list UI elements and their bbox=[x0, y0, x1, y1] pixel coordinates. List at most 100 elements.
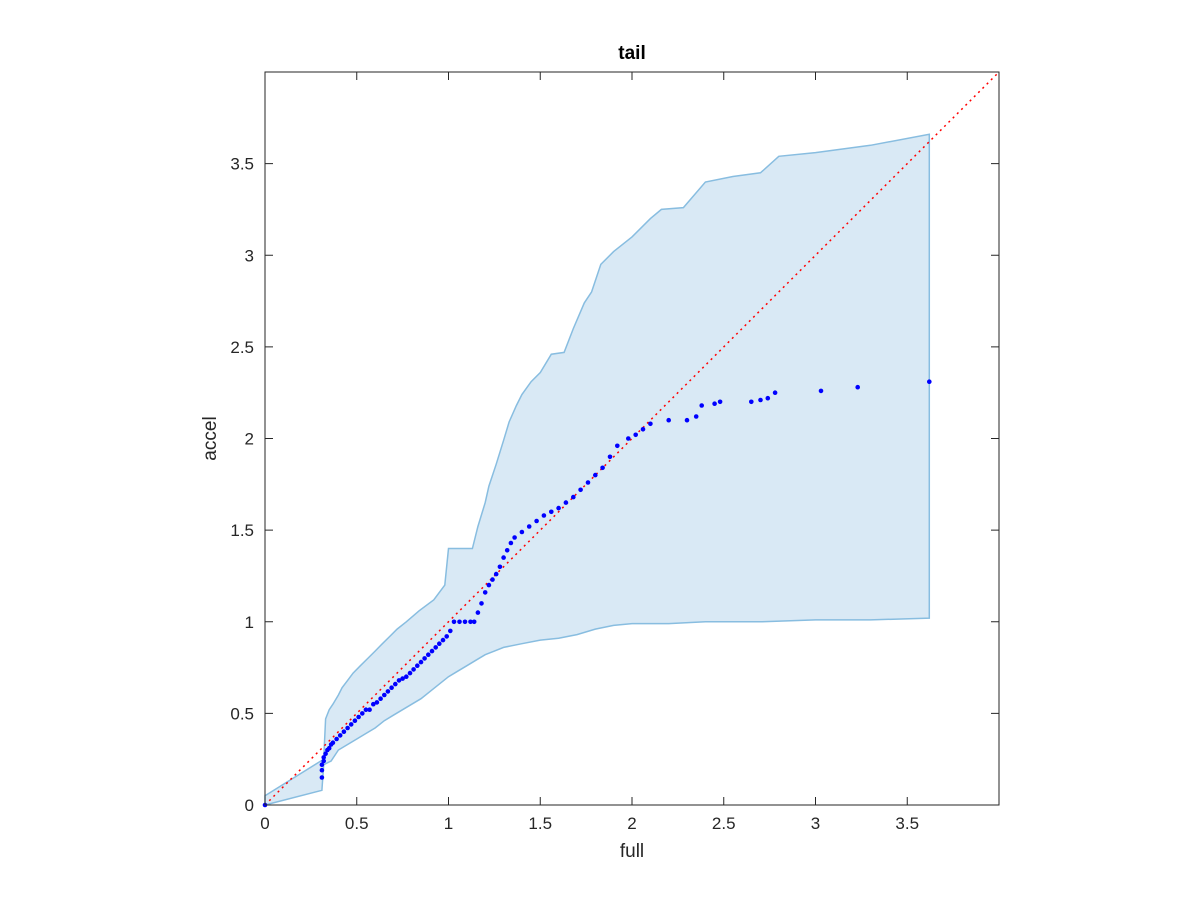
data-point bbox=[457, 619, 462, 625]
data-point bbox=[393, 681, 398, 687]
data-point bbox=[712, 401, 717, 407]
y-tick-label: 2 bbox=[245, 430, 254, 449]
data-point bbox=[512, 535, 517, 540]
confidence-band bbox=[264, 133, 931, 806]
data-point bbox=[330, 740, 336, 745]
y-tick-label: 2.5 bbox=[230, 338, 254, 357]
x-tick-label: 2 bbox=[627, 814, 636, 833]
data-point bbox=[684, 417, 690, 423]
data-point bbox=[556, 505, 561, 511]
data-point bbox=[615, 443, 620, 449]
data-point bbox=[818, 388, 824, 394]
x-tick-label: 0.5 bbox=[345, 814, 369, 833]
data-point bbox=[585, 480, 591, 485]
data-point bbox=[444, 634, 450, 639]
y-tick-label: 0 bbox=[245, 796, 254, 815]
data-point bbox=[534, 518, 539, 524]
data-point bbox=[429, 648, 435, 654]
data-point bbox=[693, 414, 699, 419]
data-point bbox=[337, 733, 343, 738]
data-point bbox=[482, 590, 488, 595]
data-point bbox=[422, 656, 427, 661]
data-point bbox=[363, 707, 369, 712]
data-point bbox=[404, 674, 409, 679]
data-point bbox=[497, 564, 503, 570]
data-point bbox=[927, 379, 932, 385]
data-point bbox=[418, 659, 424, 665]
data-point bbox=[360, 711, 365, 716]
x-tick-label: 2.5 bbox=[712, 814, 736, 833]
data-point bbox=[855, 384, 860, 390]
data-point bbox=[758, 397, 763, 403]
data-point bbox=[382, 692, 387, 698]
y-tick-label: 3 bbox=[245, 246, 254, 265]
y-tick-label: 1 bbox=[245, 613, 254, 632]
data-point bbox=[323, 751, 328, 756]
data-point bbox=[451, 619, 457, 625]
data-point bbox=[666, 417, 671, 423]
data-point bbox=[475, 610, 481, 615]
data-point bbox=[319, 775, 325, 780]
data-point bbox=[578, 487, 583, 493]
data-point bbox=[371, 701, 376, 707]
data-point bbox=[508, 540, 514, 546]
data-point bbox=[504, 548, 510, 553]
data-point bbox=[699, 403, 704, 408]
data-point bbox=[479, 601, 484, 606]
y-tick-label: 3.5 bbox=[230, 155, 254, 174]
data-point bbox=[352, 718, 358, 723]
data-point bbox=[549, 509, 554, 515]
data-point bbox=[600, 465, 605, 471]
data-point bbox=[326, 745, 332, 751]
data-point bbox=[411, 667, 416, 672]
data-point bbox=[385, 689, 391, 694]
data-point bbox=[563, 500, 569, 505]
data-point bbox=[415, 663, 420, 668]
y-tick-label: 0.5 bbox=[230, 704, 254, 723]
data-point bbox=[356, 714, 361, 720]
plot-area bbox=[262, 71, 1000, 808]
data-point bbox=[348, 722, 354, 727]
data-point bbox=[571, 494, 576, 500]
data-point bbox=[367, 707, 372, 712]
x-tick-label: 3.5 bbox=[895, 814, 919, 833]
data-point bbox=[471, 619, 477, 625]
data-points bbox=[262, 379, 932, 808]
data-point bbox=[400, 676, 405, 681]
data-point bbox=[396, 678, 402, 683]
data-point bbox=[648, 421, 653, 427]
data-point bbox=[462, 619, 468, 625]
data-point bbox=[749, 399, 754, 405]
data-point bbox=[319, 762, 325, 767]
data-point bbox=[772, 390, 778, 396]
data-point bbox=[607, 454, 613, 460]
data-point bbox=[345, 725, 350, 731]
reference-diagonal-line bbox=[264, 71, 1000, 806]
y-tick-label: 1.5 bbox=[230, 521, 254, 540]
data-point bbox=[486, 582, 492, 588]
data-point bbox=[640, 427, 646, 432]
data-point bbox=[448, 628, 453, 634]
data-point bbox=[374, 700, 380, 705]
data-point bbox=[437, 641, 442, 646]
data-point bbox=[468, 619, 473, 625]
data-point bbox=[433, 645, 439, 650]
axis-ticks: 0 0.5 1 1.5 2 2.5 3 3.5 0 0.5 1 1.5 2 2.5 3 3.5 bbox=[230, 72, 999, 833]
data-point bbox=[633, 432, 638, 438]
data-point bbox=[319, 767, 325, 773]
data-point bbox=[389, 685, 394, 690]
data-point bbox=[440, 637, 446, 643]
data-point bbox=[378, 696, 383, 701]
chart-title: tail bbox=[618, 43, 645, 64]
data-point bbox=[407, 670, 413, 676]
data-point bbox=[321, 758, 327, 764]
data-point bbox=[765, 395, 771, 401]
data-point bbox=[341, 729, 347, 734]
data-point bbox=[334, 736, 339, 742]
data-point bbox=[526, 524, 532, 529]
data-point bbox=[717, 399, 723, 405]
data-point bbox=[593, 472, 598, 478]
data-point bbox=[541, 513, 547, 518]
x-tick-label: 1 bbox=[444, 814, 453, 833]
